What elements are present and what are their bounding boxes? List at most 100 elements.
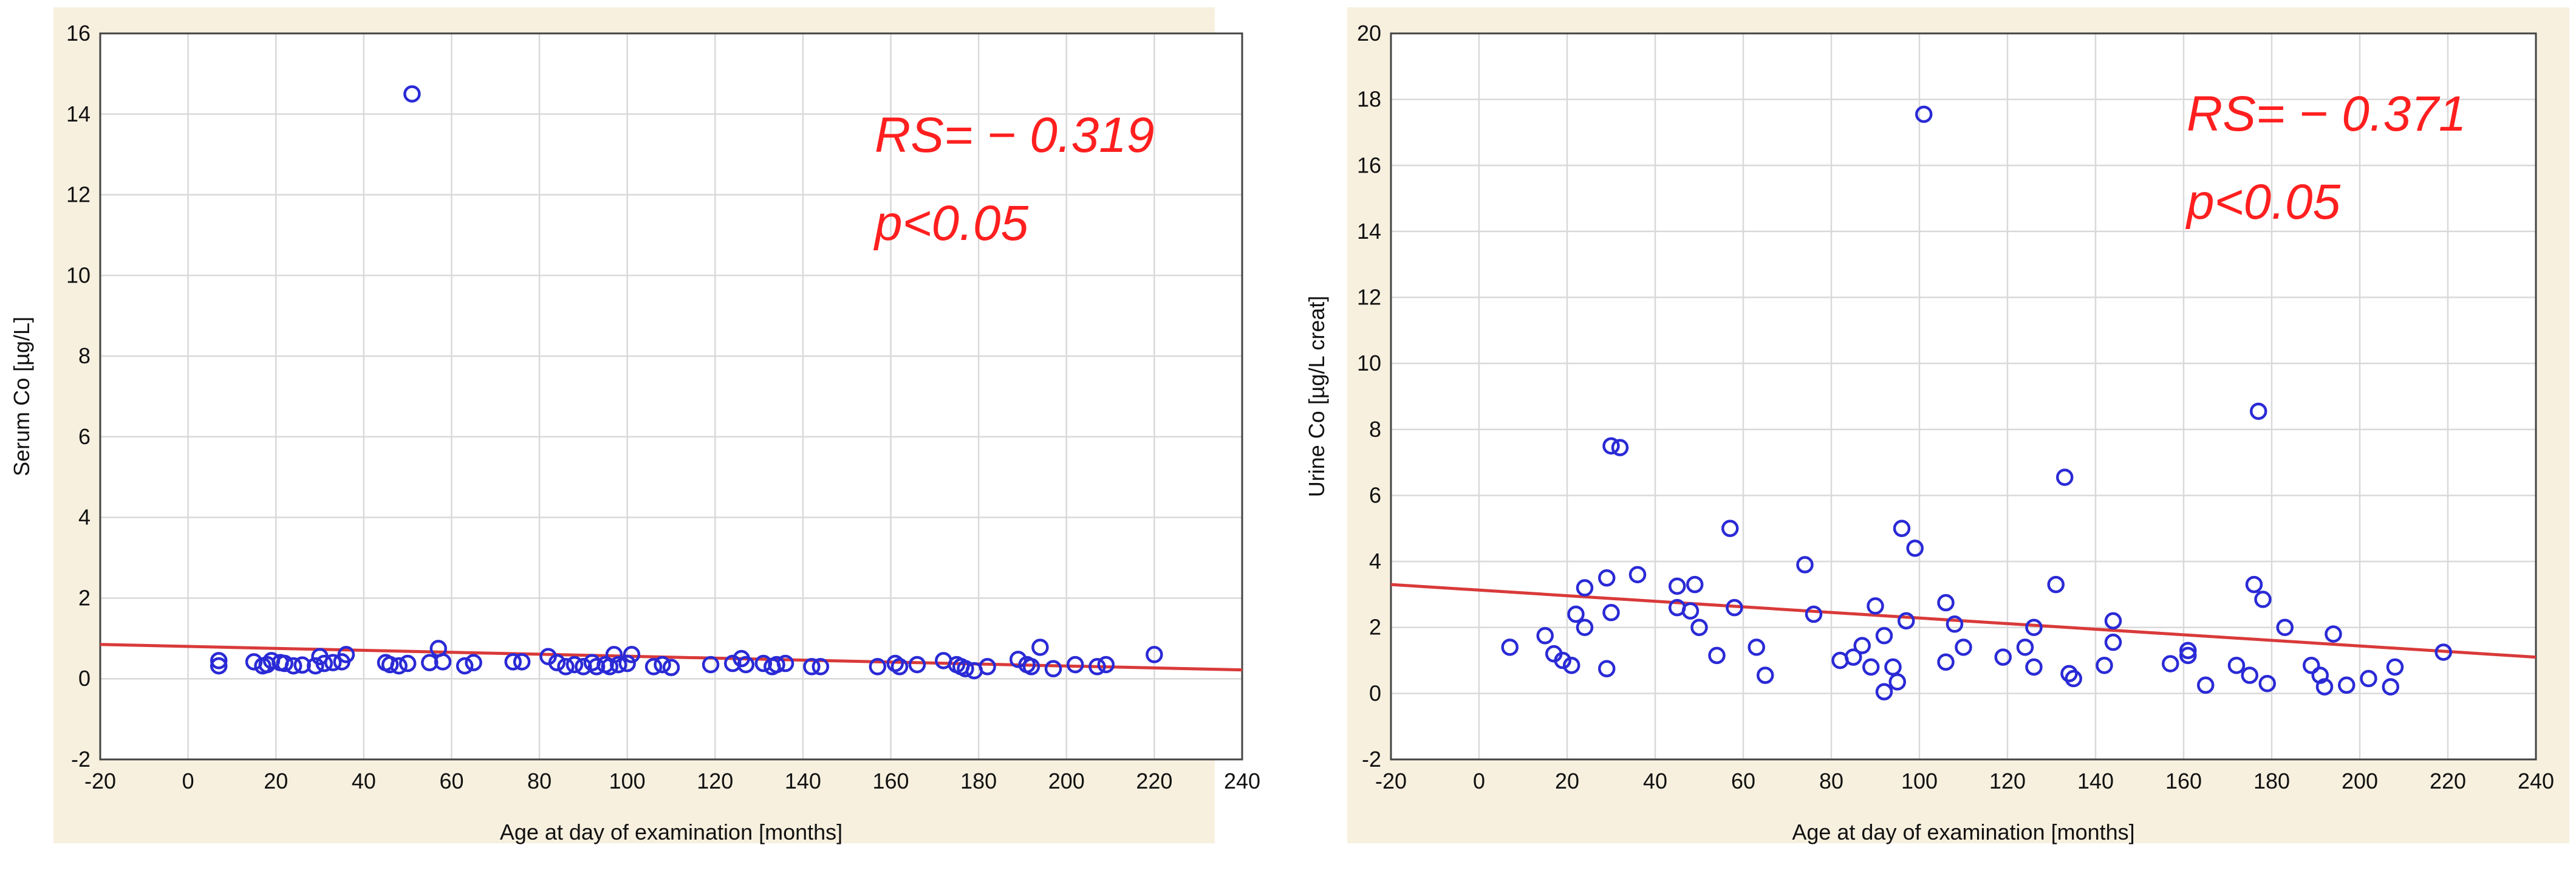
data-point: [2254, 591, 2272, 608]
data-point: [2245, 575, 2263, 594]
y-tick-label: 12: [1357, 285, 1381, 310]
p-value-annotation: p<0.05: [2185, 174, 2340, 230]
data-point: [565, 656, 584, 674]
x-tick-label: 220: [2430, 769, 2466, 793]
data-point: [1937, 594, 1955, 612]
x-axis-label: Age at day of examination [months]: [1792, 820, 2134, 844]
y-tick-label: 12: [66, 182, 91, 207]
x-tick-label: 100: [1901, 769, 1938, 793]
data-point: [1757, 666, 1774, 684]
data-point: [2338, 676, 2356, 694]
y-tick-label: 6: [1369, 482, 1381, 507]
y-tick-label: -2: [71, 747, 91, 772]
x-tick-label: 120: [697, 769, 733, 793]
y-axis-label: Urine Co [µg/L creat]: [1304, 296, 1329, 498]
data-point: [1598, 660, 1616, 677]
data-point: [1097, 656, 1115, 674]
data-point: [1009, 651, 1027, 668]
data-point: [644, 658, 663, 676]
p-value-annotation: p<0.05: [873, 196, 1028, 251]
data-point: [1602, 437, 1620, 455]
x-tick-label: 60: [1731, 769, 1755, 793]
data-point: [2047, 575, 2065, 594]
regression-line: [1390, 583, 2537, 659]
data-point: [1602, 604, 1620, 622]
data-point: [390, 657, 408, 675]
data-point: [513, 653, 531, 671]
data-point: [1536, 627, 1554, 645]
data-point: [548, 654, 566, 671]
data-point: [456, 657, 474, 675]
data-point: [2227, 656, 2246, 674]
x-tick-label: 140: [785, 769, 821, 793]
data-point: [2179, 642, 2197, 659]
x-tick-label: 40: [352, 769, 376, 793]
data-point: [1862, 658, 1880, 676]
x-tick-label: 240: [1224, 769, 1260, 793]
data-point: [587, 658, 606, 676]
data-point: [1748, 639, 1765, 656]
data-point: [337, 646, 355, 663]
data-point: [1726, 598, 1743, 617]
data-point: [1690, 618, 1708, 636]
y-tick-label: 20: [1357, 21, 1381, 46]
x-tick-label: 160: [872, 769, 909, 793]
data-point: [2179, 646, 2197, 665]
data-point: [2096, 656, 2113, 674]
data-point: [1845, 648, 1862, 666]
y-tick-label: 4: [78, 505, 91, 530]
y-tick-label: 18: [1357, 87, 1381, 112]
y-tick-label: 0: [78, 666, 91, 691]
y-tick-label: 2: [1369, 615, 1381, 640]
data-point: [618, 654, 636, 673]
data-point: [2434, 643, 2452, 661]
data-point: [1686, 575, 1704, 594]
x-tick-label: 0: [1473, 769, 1485, 793]
data-point: [2360, 670, 2377, 688]
data-point: [2325, 625, 2342, 643]
data-point: [324, 654, 342, 671]
data-point: [2197, 676, 2215, 694]
data-point: [702, 656, 720, 674]
y-tick-label: 8: [78, 343, 91, 368]
data-point: [465, 654, 482, 671]
plot-area: [99, 32, 1243, 761]
data-point: [1611, 439, 1629, 456]
data-point: [609, 656, 627, 674]
x-tick-label: 80: [1819, 769, 1843, 793]
data-point: [1875, 683, 1893, 700]
data-point: [1563, 656, 1580, 674]
y-tick-label: 2: [78, 585, 91, 610]
data-point: [1884, 658, 1902, 676]
data-point: [768, 656, 785, 674]
data-point: [1022, 658, 1040, 676]
chart-panel-2: -20 0 20 40 60 80 100 120 140 160 180 200 220 240-202…: [1304, 7, 2569, 844]
data-point: [307, 657, 324, 675]
data-point: [1946, 615, 1964, 633]
correlation-annotation: RS= − 0.371: [2187, 86, 2466, 142]
data-point: [403, 85, 421, 103]
data-point: [1708, 646, 1726, 665]
data-point: [1628, 566, 1647, 584]
data-point: [2104, 633, 2122, 651]
y-tick-label: 8: [1369, 417, 1381, 442]
data-point: [776, 654, 794, 673]
y-tick-label: 6: [78, 424, 91, 449]
data-point: [1576, 618, 1594, 636]
data-point: [381, 656, 399, 674]
data-point: [654, 656, 671, 674]
plot-frame: [1390, 32, 2537, 761]
data-point: [1867, 597, 1884, 615]
x-tick-label: 200: [1048, 769, 1085, 793]
data-point: [434, 653, 452, 671]
data-point: [623, 646, 641, 663]
data-point: [315, 654, 333, 673]
data-point: [811, 658, 830, 676]
data-point: [890, 658, 909, 676]
data-point: [1669, 577, 1686, 595]
chart-panel-1: -20 0 20 40 60 80 100 120 140 160 180 200 220 240-202…: [9, 7, 1260, 844]
regression-line: [100, 643, 1243, 672]
data-point: [2025, 618, 2043, 636]
x-tick-label: 100: [609, 769, 646, 793]
